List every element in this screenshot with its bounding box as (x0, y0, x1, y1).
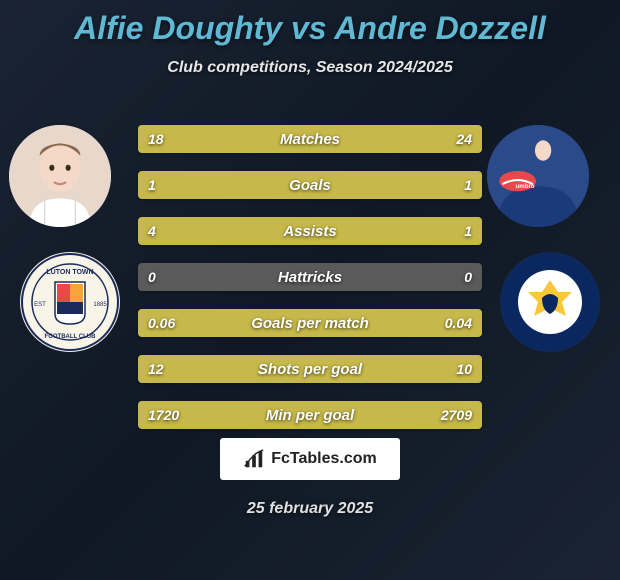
svg-text:umbro: umbro (516, 183, 535, 190)
stat-bars-container: 1824Matches 11Goals 41Assists 00Hattricks 0.… (138, 125, 482, 447)
stat-label: Assists (138, 217, 482, 245)
club-crest-icon: LUTON TOWN FOOTBALL CLUB EST 1885 (20, 252, 120, 352)
player-left-avatar (9, 125, 111, 227)
club-crest-icon (500, 252, 600, 352)
stat-row: 41Assists (138, 217, 482, 245)
stat-label: Goals (138, 171, 482, 199)
svg-text:FOOTBALL CLUB: FOOTBALL CLUB (45, 334, 97, 340)
club-left-logo: LUTON TOWN FOOTBALL CLUB EST 1885 (20, 252, 120, 352)
person-icon: umbro (487, 125, 589, 227)
player-right-avatar: umbro (487, 125, 589, 227)
stat-label: Matches (138, 125, 482, 153)
stat-row: 0.060.04Goals per match (138, 309, 482, 337)
stat-label: Min per goal (138, 401, 482, 429)
comparison-title: Alfie Doughty vs Andre Dozzell (0, 0, 620, 47)
club-right-logo (500, 252, 600, 352)
stat-label: Shots per goal (138, 355, 482, 383)
stat-label: Hattricks (138, 263, 482, 291)
comparison-subtitle: Club competitions, Season 2024/2025 (0, 59, 620, 77)
person-icon (9, 125, 111, 227)
svg-text:EST: EST (34, 302, 46, 308)
stat-row: 1824Matches (138, 125, 482, 153)
stat-row: 17202709Min per goal (138, 401, 482, 429)
stat-row: 11Goals (138, 171, 482, 199)
stat-label: Goals per match (138, 309, 482, 337)
bar-chart-icon (243, 448, 265, 470)
footer-brand-text: FcTables.com (271, 450, 377, 468)
footer-brand-badge: FcTables.com (220, 438, 400, 480)
snapshot-date: 25 february 2025 (0, 500, 620, 518)
svg-text:1885: 1885 (93, 302, 107, 308)
svg-text:LUTON TOWN: LUTON TOWN (46, 269, 93, 276)
stat-row: 1210Shots per goal (138, 355, 482, 383)
stat-row: 00Hattricks (138, 263, 482, 291)
